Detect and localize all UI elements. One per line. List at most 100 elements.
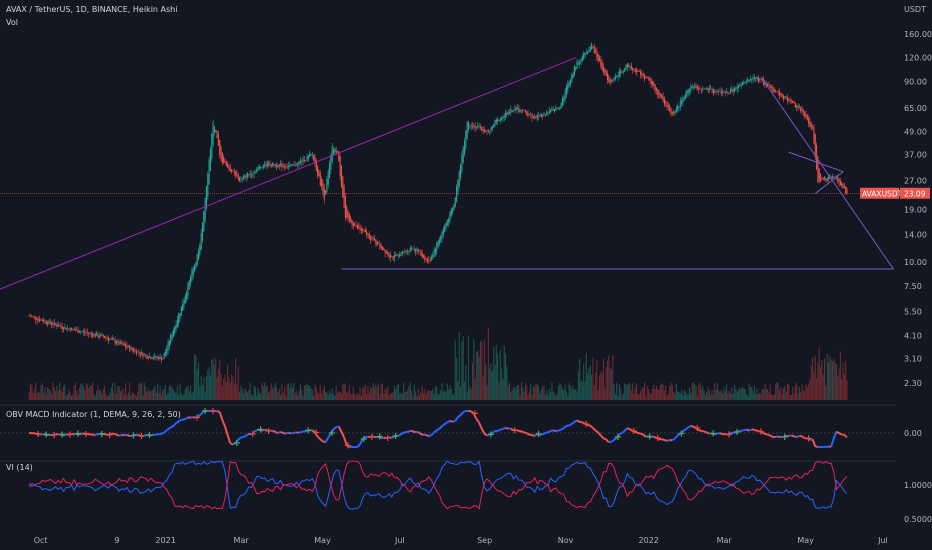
candle-body [575,66,577,71]
volume-bar [699,382,701,400]
candle-body [617,74,619,78]
time-axis[interactable]: Oct 9 2021 Mar May Jul Sep Nov 2022 Mar May Jul [34,536,888,545]
obv-segment [843,434,848,439]
candle-body [207,174,209,197]
obv-segment [168,425,173,430]
main-price-pane[interactable] [0,42,894,400]
volume-bar [408,386,410,400]
volume-bar [176,385,178,400]
candle-body [457,179,459,194]
candle-body [70,327,73,330]
volume-bar [295,391,298,400]
candle-body [769,84,771,89]
volume-bar [456,357,458,400]
volume-bar [387,386,389,400]
candle-body [763,79,765,86]
candle-body [621,72,623,73]
volume-bar [35,382,37,400]
candle-body [841,183,843,186]
candle-body [190,277,192,285]
volume-bar [106,395,108,400]
candle-body [115,341,118,344]
price-tick-label: 120.00 [904,54,932,63]
obv-segment [719,432,723,436]
volume-bar [47,386,49,400]
price-axis[interactable]: USDT 160.00120.0090.0065.0049.0037.0027.… [904,5,932,388]
obv-segment [536,432,541,436]
candle-body [47,322,49,325]
candle-body [718,91,720,93]
obv-segment [677,432,681,437]
volume-bar [489,368,491,400]
volume-bar [632,383,634,400]
candle-body [671,111,673,114]
volume-bar [199,386,201,400]
volume-bar [182,395,184,400]
obv-macd-pane[interactable]: + + + + + + + + + + + +++ +++ + + + + +++ + + + +++ + +++++ + ++ +… [0,406,896,451]
volume-bar [183,394,185,400]
volume-bar [164,384,166,400]
pattern-drawing [788,151,845,194]
candle-body [426,258,429,262]
candle-body [348,214,350,221]
volume-bar [585,352,587,400]
candle-body [645,76,647,79]
volume-bar [805,384,807,400]
volume-bar [362,388,364,400]
volume-bar [625,384,627,400]
candle-body [846,189,848,194]
candle-body [183,299,185,308]
candle-body [698,87,700,90]
candle-body [716,91,718,92]
candle-body [595,49,597,52]
volume-bar [101,393,103,400]
candle-body [589,47,591,52]
obv-segment [767,433,771,437]
volume-bar [388,394,390,400]
candle-body [581,56,583,62]
candle-body [432,254,434,259]
volume-bar [49,389,51,400]
candle-body [346,206,348,218]
volume-bar [286,384,288,400]
volume-bar [261,382,263,400]
volume-bar [471,363,474,400]
volume-bar [45,394,47,400]
price-tick-label: 4.10 [904,331,922,340]
obv-segment [285,431,289,435]
time-tick-label: Mar [717,536,733,545]
volume-bar [203,377,205,400]
obv-segment [34,432,38,436]
volume-bar [121,390,123,400]
candle-body [336,151,339,152]
candle-body [535,117,537,119]
obv-segment [534,433,538,437]
vortex-indicator-pane[interactable] [28,460,848,510]
obv-segment [470,410,475,415]
candle-body [520,110,523,111]
candle-body [679,100,681,108]
volume-bar [257,388,259,400]
volume-bar [264,382,266,400]
volume-bar [797,393,799,400]
candle-body [551,109,553,112]
candle-body [751,78,753,80]
obv-segment [404,430,408,434]
candle-body [384,249,386,254]
volume-bar [137,391,139,400]
obv-segment [391,435,395,439]
candle-body [375,239,377,244]
volume-bar [52,382,54,400]
obv-segment [116,433,120,437]
volume-bar [287,383,290,400]
candle-body [411,248,413,250]
candle-body [425,258,427,260]
candle-body [647,77,650,79]
candle-body [831,176,834,179]
volume-bar [677,391,679,400]
obv-segment [587,423,591,427]
volume-bar [142,395,144,400]
obv-segment [584,422,589,426]
volume-bar [702,385,704,400]
candle-body [422,255,425,258]
